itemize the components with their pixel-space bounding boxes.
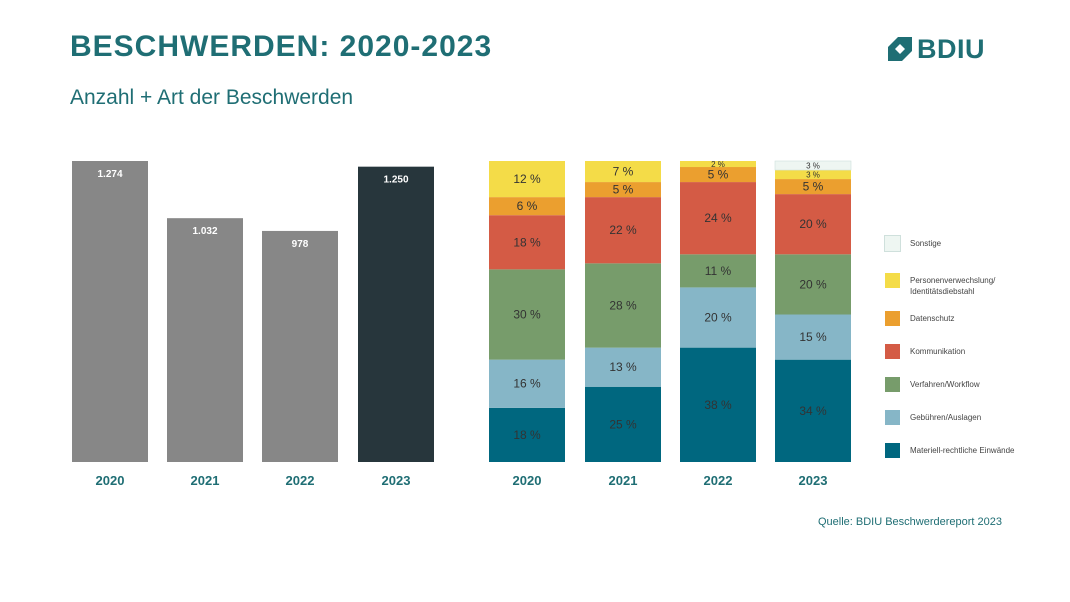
segment-label-2022-0: 38 % <box>704 398 732 412</box>
tick-label-2022: 2022 <box>286 473 315 488</box>
legend-item: Personenverwechslung/ Identitätsdiebstah… <box>885 273 1035 297</box>
segment-label-2023-0: 34 % <box>799 404 827 418</box>
segment-label-2021-2: 28 % <box>609 298 637 312</box>
value-label-2023: 1.250 <box>383 175 408 186</box>
legend-label: Gebühren/Auslagen <box>910 413 982 422</box>
segment-2023-0 <box>775 359 851 462</box>
segment-2020-1 <box>489 359 565 408</box>
legend-label: Materiell-rechtliche Einwände <box>910 446 1015 455</box>
segment-label-2020-2: 30 % <box>513 308 541 322</box>
segment-2021-5 <box>585 161 661 183</box>
legend-item: Sonstige <box>884 235 1035 252</box>
logo-text: BDIU <box>917 34 985 64</box>
segment-2020-2 <box>489 269 565 360</box>
segment-2022-5 <box>680 161 756 168</box>
legend-label: Verfahren/Workflow <box>910 380 980 389</box>
segment-2023-4 <box>775 179 851 195</box>
segment-label-2021-4: 5 % <box>613 183 634 197</box>
stack-tick-label-2023: 2023 <box>799 473 828 488</box>
segment-2020-0 <box>489 407 565 462</box>
tick-label-2023: 2023 <box>382 473 411 488</box>
segment-label-2022-3: 24 % <box>704 211 732 225</box>
legend-swatch <box>885 410 900 425</box>
stack-tick-label-2021: 2021 <box>609 473 638 488</box>
segment-2021-3 <box>585 197 661 264</box>
legend-swatch <box>885 273 900 288</box>
segment-label-2022-2: 11 % <box>705 264 732 278</box>
legend-swatch <box>885 443 900 458</box>
segment-label-2021-0: 25 % <box>609 417 637 431</box>
segment-2020-3 <box>489 215 565 270</box>
segment-2022-4 <box>680 167 756 183</box>
source-note: Quelle: BDIU Beschwerdereport 2023 <box>817 516 1002 528</box>
segment-2020-5 <box>489 161 565 198</box>
segment-2023-6 <box>774 160 852 171</box>
legend-swatch <box>885 311 900 326</box>
legend-swatch <box>884 235 901 252</box>
segment-2022-3 <box>680 182 756 255</box>
segment-label-2023-1: 15 % <box>799 330 827 344</box>
segment-2021-2 <box>585 263 661 348</box>
bar-total-2021 <box>167 218 243 462</box>
stack-tick-label-2020: 2020 <box>513 473 542 488</box>
legend-label: Personenverwechslung/ Identitätsdiebstah… <box>910 276 996 296</box>
segment-label-2021-5: 7 % <box>613 165 634 179</box>
legend-item: Materiell-rechtliche Einwände <box>885 443 1035 458</box>
segment-label-2022-4: 5 % <box>708 168 729 182</box>
segment-2023-5 <box>775 170 851 180</box>
legend-label: Datenschutz <box>910 314 955 323</box>
segment-label-2020-3: 18 % <box>513 235 541 249</box>
segment-label-2023-2: 20 % <box>799 277 827 291</box>
bar-total-2023 <box>358 166 434 462</box>
segment-label-2023-6: 3 % <box>806 162 820 171</box>
segment-2023-2 <box>775 254 851 315</box>
legend-label: Sonstige <box>910 239 942 248</box>
segment-label-2022-1: 20 % <box>704 311 732 325</box>
segment-2021-4 <box>585 182 661 198</box>
segment-2021-0 <box>585 386 661 462</box>
stack-tick-label-2022: 2022 <box>704 473 733 488</box>
value-label-2020: 1.274 <box>97 169 122 180</box>
segment-label-2020-0: 18 % <box>513 428 541 442</box>
page-subtitle: Anzahl + Art der Beschwerden <box>70 86 354 109</box>
legend-label: Kommunikation <box>910 347 966 356</box>
legend-swatch <box>885 377 900 392</box>
value-label-2021: 1.032 <box>192 226 217 237</box>
legend-swatch <box>885 344 900 359</box>
value-label-2022: 978 <box>292 239 309 250</box>
bar-total-2022 <box>262 230 338 462</box>
page-title: BESCHWERDEN: 2020-2023 <box>70 30 493 63</box>
segment-label-2023-5: 3 % <box>806 171 820 180</box>
segment-label-2023-4: 5 % <box>803 180 824 194</box>
segment-2022-1 <box>680 287 756 348</box>
legend-item: Gebühren/Auslagen <box>885 410 1035 425</box>
segment-label-2021-3: 22 % <box>609 223 637 237</box>
legend-item: Kommunikation <box>885 344 1035 359</box>
tick-label-2021: 2021 <box>191 473 220 488</box>
segment-label-2022-5: 2 % <box>711 160 725 169</box>
segment-2021-1 <box>585 347 661 387</box>
segment-label-2020-1: 16 % <box>513 377 541 391</box>
logo: BDIU <box>888 34 985 64</box>
segment-2022-2 <box>680 254 756 288</box>
bar-total-2020 <box>72 161 148 462</box>
logo-mark-icon <box>888 37 912 61</box>
segment-label-2021-1: 13 % <box>609 360 637 374</box>
legend-item: Datenschutz <box>885 311 1035 326</box>
segment-label-2020-4: 6 % <box>517 199 538 213</box>
segment-2023-3 <box>775 194 851 255</box>
tick-label-2020: 2020 <box>96 473 125 488</box>
segment-label-2023-3: 20 % <box>799 217 827 231</box>
segment-label-2020-5: 12 % <box>513 172 541 186</box>
segment-2022-0 <box>680 347 756 462</box>
segment-2023-1 <box>775 314 851 360</box>
legend-item: Verfahren/Workflow <box>885 377 1035 392</box>
segment-2020-4 <box>489 197 565 216</box>
